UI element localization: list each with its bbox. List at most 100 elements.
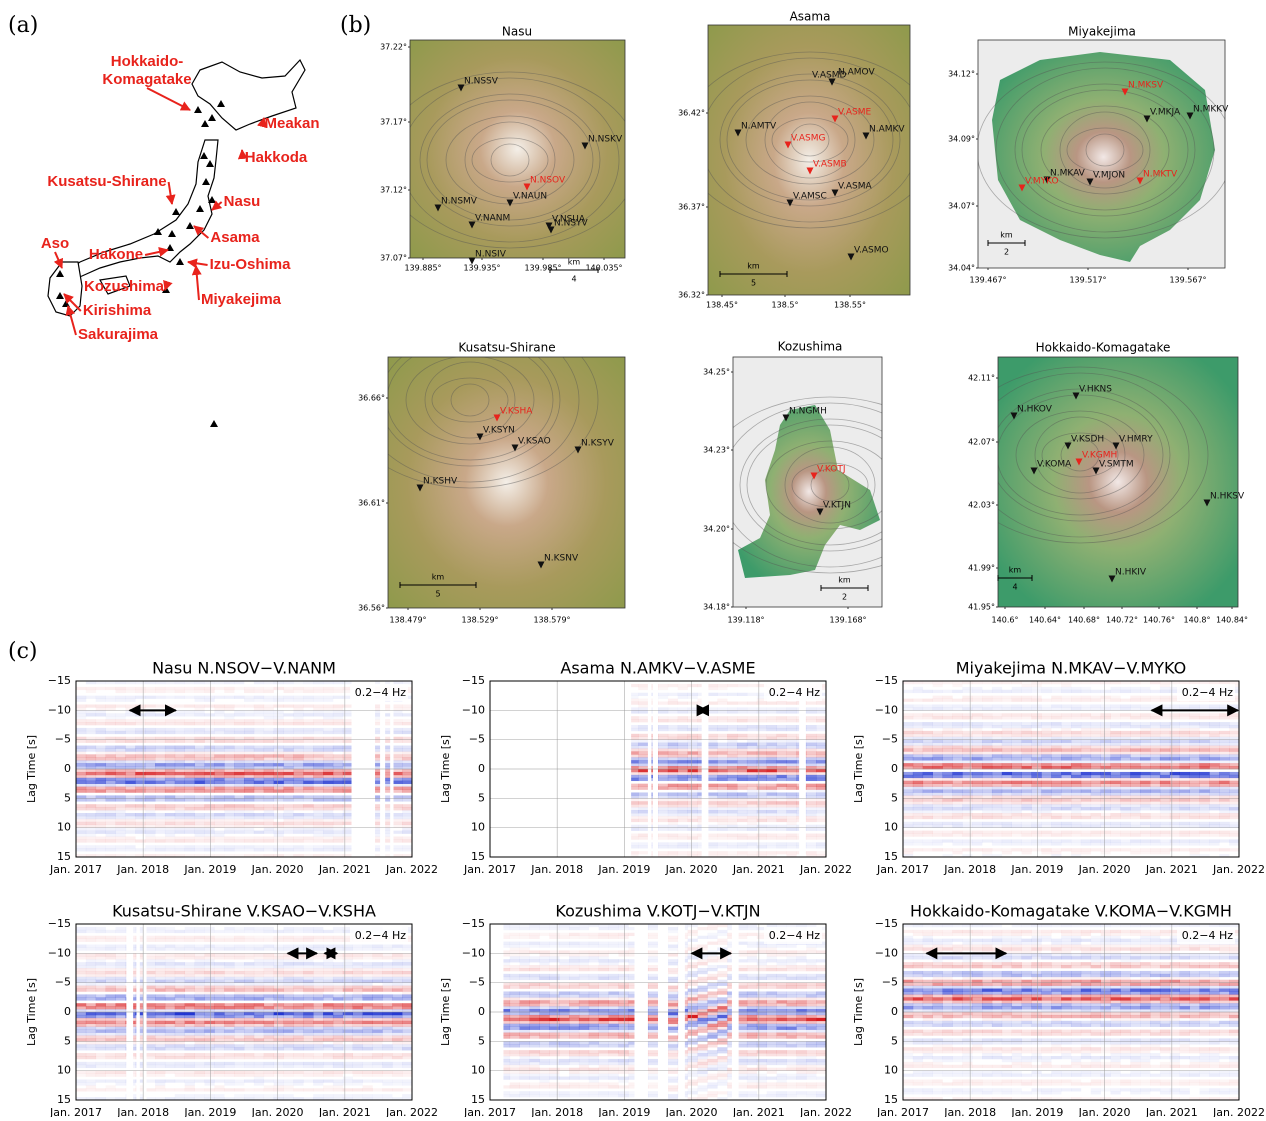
correlogram-cell <box>402 848 412 851</box>
correlogram-cell <box>1071 754 1081 757</box>
correlogram-cell <box>234 828 244 831</box>
correlogram-cell <box>234 763 244 766</box>
correlogram-cell <box>727 836 737 839</box>
y-tick-label: 15 <box>57 850 71 863</box>
correlogram-cell <box>982 778 992 781</box>
correlogram-cell <box>767 746 777 749</box>
correlogram-cell <box>185 754 195 757</box>
correlogram-cell <box>86 696 96 699</box>
correlogram-cell <box>1160 725 1170 728</box>
correlogram-cell <box>638 792 648 795</box>
correlogram-cell <box>1081 754 1091 757</box>
correlogram-cell <box>757 790 767 793</box>
correlogram-cell <box>777 769 787 772</box>
correlogram-cell <box>1071 813 1081 816</box>
correlogram-cell <box>313 836 323 839</box>
correlogram-cell <box>185 763 195 766</box>
correlogram-cell <box>293 848 303 851</box>
correlogram-cell <box>1120 748 1130 751</box>
correlogram-cell <box>913 713 923 716</box>
correlogram-cell <box>392 748 402 751</box>
station-label: V.ASMA <box>838 182 872 192</box>
correlogram-cell <box>913 760 923 763</box>
correlogram-cell <box>244 696 254 699</box>
correlogram-cell <box>224 790 234 793</box>
correlogram-cell <box>86 740 96 743</box>
correlogram-cell <box>982 754 992 757</box>
y-tick-label: 36.61° <box>358 499 385 508</box>
correlogram-cell <box>992 763 1002 766</box>
correlogram-cell <box>402 819 412 822</box>
correlogram-cell <box>1091 746 1101 749</box>
correlogram-cell <box>1111 787 1121 790</box>
correlogram-cell <box>757 816 767 819</box>
correlogram-cell <box>1160 699 1170 702</box>
correlogram-cell <box>293 751 303 754</box>
correlogram-cell <box>155 728 165 731</box>
correlogram-cell <box>1140 725 1150 728</box>
correlogram-cell <box>638 751 648 754</box>
correlogram-cell <box>86 834 96 837</box>
correlogram-cell <box>1199 822 1209 825</box>
correlogram-cell <box>204 836 214 839</box>
correlogram-cell <box>106 696 116 699</box>
correlogram-cell <box>678 746 688 749</box>
correlogram-cell <box>234 784 244 787</box>
correlogram-cell <box>76 807 86 810</box>
correlogram-cell <box>933 757 943 760</box>
correlogram-cell <box>185 696 195 699</box>
correlogram-cell <box>224 704 234 707</box>
correlogram-cell <box>1012 731 1022 734</box>
correlogram-cell <box>903 754 913 757</box>
correlogram-cell <box>913 798 923 801</box>
correlogram-cell <box>972 722 982 725</box>
correlogram-cell <box>638 687 648 690</box>
correlogram-cell <box>757 842 767 845</box>
correlogram-cell <box>116 813 126 816</box>
correlogram-cell <box>737 757 747 760</box>
correlogram-cell <box>737 760 747 763</box>
correlogram-cell <box>204 790 214 793</box>
correlogram-cell <box>727 719 737 722</box>
correlogram-cell <box>313 754 323 757</box>
correlogram-cell <box>76 828 86 831</box>
correlogram-cell <box>1012 734 1022 737</box>
correlogram-cell <box>323 831 333 834</box>
correlogram-cell <box>116 690 126 693</box>
correlogram-cell <box>747 710 757 713</box>
correlogram-cell <box>333 839 343 842</box>
correlogram-cell <box>244 784 254 787</box>
correlogram-cell <box>175 781 185 784</box>
correlogram-cell <box>806 842 816 845</box>
correlogram-cell <box>274 699 284 702</box>
correlogram-cell <box>737 775 747 778</box>
station-label: N.NSYV <box>554 219 589 229</box>
correlogram-cell <box>952 716 962 719</box>
correlogram-cell <box>96 754 106 757</box>
correlogram-cell <box>737 778 747 781</box>
correlogram-cell <box>933 798 943 801</box>
correlogram-cell <box>96 757 106 760</box>
correlogram-cell <box>933 699 943 702</box>
correlogram-cell <box>1160 792 1170 795</box>
correlogram-cell <box>86 757 96 760</box>
correlogram-cell <box>343 834 353 837</box>
correlogram-cell <box>1229 822 1239 825</box>
correlogram-cell <box>737 807 747 810</box>
correlogram-cell <box>116 790 126 793</box>
correlogram-cell <box>86 798 96 801</box>
correlogram-cell <box>1031 746 1041 749</box>
correlogram-cell <box>1180 810 1190 813</box>
correlogram-cell <box>668 801 678 804</box>
correlogram-cell <box>688 801 698 804</box>
y-tick-label: 0 <box>478 762 485 775</box>
correlogram-cell <box>638 716 648 719</box>
correlogram-cell <box>1190 746 1200 749</box>
correlogram-cell <box>1229 781 1239 784</box>
correlogram-cell <box>982 751 992 754</box>
correlogram-cell <box>313 790 323 793</box>
correlogram-cell <box>992 816 1002 819</box>
correlogram-cell <box>1199 792 1209 795</box>
correlogram-cell <box>76 751 86 754</box>
correlogram-cell <box>303 819 313 822</box>
